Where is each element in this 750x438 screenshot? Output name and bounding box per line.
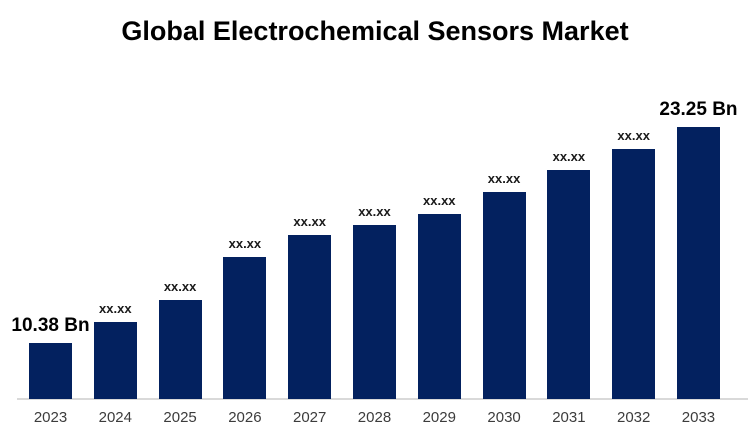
bar-2025 <box>158 300 202 399</box>
bar-2030 <box>482 192 526 399</box>
x-tick-label-2032: 2032 <box>616 409 651 426</box>
data-label-2030: xx.xx <box>487 171 521 186</box>
bar-group-2033: 23.25 Bn 2033 <box>659 100 737 425</box>
data-label-2024: xx.xx <box>99 301 132 316</box>
x-tick-label-2023: 2023 <box>33 409 68 426</box>
data-label-2028: xx.xx <box>358 204 391 219</box>
data-label-2023: 10.38 Bn <box>11 315 90 336</box>
x-tick-label-2030: 2030 <box>487 409 521 426</box>
bar-2031 <box>547 170 591 399</box>
plot-area: 10.38 Bn 2023 xx.xx 2024 xx.xx 2025 xx.x… <box>11 60 737 425</box>
x-tick-label-2033: 2033 <box>681 409 716 426</box>
chart-title: Global Electrochemical Sensors Market <box>121 16 629 46</box>
x-tick-label-2028: 2028 <box>357 409 392 426</box>
data-label-2026: xx.xx <box>228 236 262 251</box>
data-label-2027: xx.xx <box>293 214 326 229</box>
x-tick-label-2031: 2031 <box>552 409 586 426</box>
x-tick-label-2024: 2024 <box>98 409 132 426</box>
bar-group-2031: xx.xx 2031 <box>547 149 591 425</box>
bar-2033 <box>676 127 720 399</box>
x-axis-line <box>17 398 748 400</box>
bar-group-2026: xx.xx 2026 <box>223 236 267 425</box>
bar-group-2027: xx.xx 2027 <box>288 214 332 425</box>
bar-2027 <box>288 235 332 399</box>
bar-group-2025: xx.xx 2025 <box>158 279 202 425</box>
bar-2028 <box>352 225 396 399</box>
bar-group-2029: xx.xx 2029 <box>417 193 461 425</box>
data-label-2033: 23.25 Bn <box>659 99 738 120</box>
bar-group-2032: xx.xx 2032 <box>612 128 656 425</box>
x-tick-label-2025: 2025 <box>163 409 197 426</box>
bar-2032 <box>612 149 656 399</box>
bar-group-2023: 10.38 Bn 2023 <box>11 316 89 425</box>
bar-group-2024: xx.xx 2024 <box>93 301 137 425</box>
x-tick-label-2029: 2029 <box>422 409 456 426</box>
data-label-2031: xx.xx <box>552 149 586 164</box>
bar-group-2030: xx.xx 2030 <box>482 171 526 425</box>
data-label-2029: xx.xx <box>423 193 456 208</box>
data-label-2032: xx.xx <box>617 128 650 143</box>
bar-2029 <box>417 214 461 399</box>
bar-2024 <box>93 322 137 399</box>
data-label-2025: xx.xx <box>163 279 197 294</box>
bar-2026 <box>223 257 267 399</box>
bar-group-2028: xx.xx 2028 <box>352 204 396 425</box>
x-tick-label-2027: 2027 <box>293 409 327 426</box>
bar-2023 <box>29 343 72 399</box>
x-tick-label-2026: 2026 <box>228 409 262 426</box>
